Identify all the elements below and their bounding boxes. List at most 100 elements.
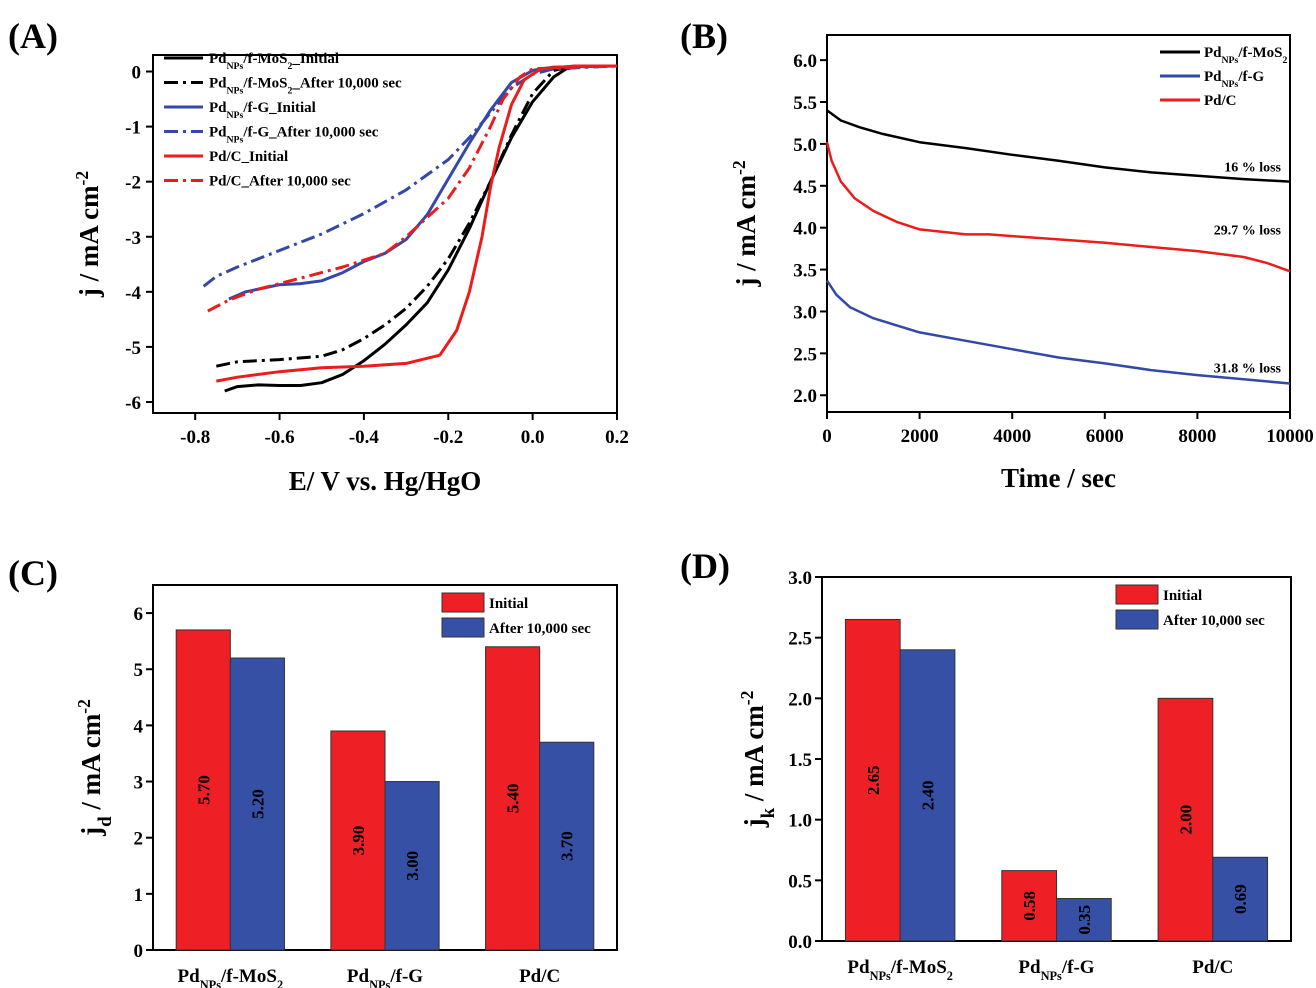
legend-label: PdNPs/f-MoS2_Initial bbox=[209, 51, 339, 72]
category-label: Pd/C bbox=[519, 966, 560, 987]
category-label: Pd/C bbox=[1192, 957, 1233, 978]
loss-annotation: 31.8 % loss bbox=[1214, 362, 1282, 377]
series-line-2 bbox=[825, 141, 1291, 273]
y-tick-label: 2.5 bbox=[793, 344, 817, 365]
bar-value-label: 3.00 bbox=[403, 851, 422, 881]
y-tick-label: -4 bbox=[125, 283, 141, 304]
y-tick-label: 2 bbox=[134, 829, 144, 850]
bar-value-label: 0.58 bbox=[1020, 891, 1039, 921]
x-tick-label: 10000 bbox=[1266, 426, 1314, 447]
panel-label: (D) bbox=[680, 546, 730, 586]
y-tick-label: 1.5 bbox=[788, 750, 812, 771]
series-line-1 bbox=[215, 64, 617, 368]
plot-frame bbox=[826, 34, 1291, 413]
y-tick-label: 5 bbox=[134, 660, 144, 681]
y-tick-label: 3.0 bbox=[788, 568, 812, 589]
y-tick-label: 3 bbox=[134, 773, 144, 794]
y-tick-label: 3.5 bbox=[793, 261, 817, 282]
panel-a: (A) -0.8 -0.6 -0.4 -0.2 0.0 0.2 0 -1 -2 -3 -4 -5 -6 E/… bbox=[8, 16, 629, 496]
x-axis-title: E/ V vs. Hg/HgO bbox=[289, 466, 482, 496]
bar-initial bbox=[1001, 870, 1057, 942]
bar-after bbox=[539, 741, 595, 951]
series-line-4 bbox=[216, 64, 617, 383]
y-tick-label: 2.5 bbox=[788, 629, 812, 650]
y-axis-title: j / mA cm-2 bbox=[72, 171, 104, 299]
y-tick-label: 0.0 bbox=[788, 932, 812, 953]
bar-value-label: 0.35 bbox=[1075, 905, 1094, 935]
bar-value-label: 0.69 bbox=[1231, 884, 1250, 914]
x-tick-label: -0.8 bbox=[180, 427, 210, 448]
bar-initial bbox=[1157, 697, 1214, 942]
x-tick-label: -0.6 bbox=[265, 427, 295, 448]
legend-swatch bbox=[441, 617, 485, 638]
x-tick-label: -0.4 bbox=[349, 427, 380, 448]
legend-label: PdNPs/f-MoS2 bbox=[1204, 45, 1287, 66]
y-tick-label: 4.0 bbox=[793, 219, 817, 240]
loss-annotation: 29.7 % loss bbox=[1214, 223, 1282, 238]
bar-initial bbox=[175, 629, 231, 951]
legend-swatch bbox=[1115, 584, 1159, 605]
panel-d: (D) 0.0 0.5 1.0 1.5 2.0 2.5 3.0 jk / mA cm-2 2.65… bbox=[680, 546, 1292, 983]
y-tick-label: 0.5 bbox=[788, 871, 812, 892]
bar-value-label: 5.70 bbox=[194, 775, 213, 805]
y-tick-label: -3 bbox=[125, 228, 141, 249]
y-tick-label: -2 bbox=[125, 173, 141, 194]
y-tick-label: -1 bbox=[125, 118, 141, 139]
panel-b: (B) 0 2000 4000 6000 8000 10000 2.0 2.5 3.0 3.5 4.0… bbox=[680, 16, 1314, 493]
y-tick-label: -6 bbox=[125, 393, 141, 414]
y-tick-label: 4.5 bbox=[793, 177, 817, 198]
y-axis-title: j / mA cm-2 bbox=[729, 160, 761, 288]
x-tick-label: 0.0 bbox=[521, 427, 545, 448]
series-line-0 bbox=[224, 64, 617, 393]
legend-swatch bbox=[1115, 609, 1159, 630]
legend-label: After 10,000 sec bbox=[489, 621, 591, 637]
legend-label: PdNPs/f-G_After 10,000 sec bbox=[209, 125, 379, 146]
bar-initial bbox=[485, 646, 541, 951]
y-tick-label: 5.5 bbox=[793, 93, 817, 114]
bar-value-label: 5.20 bbox=[248, 789, 267, 819]
bar-after bbox=[1056, 898, 1112, 942]
x-tick-label: 2000 bbox=[901, 426, 939, 447]
legend-label: Initial bbox=[489, 596, 528, 612]
legend-label: Initial bbox=[1163, 588, 1202, 604]
y-tick-label: 5.0 bbox=[793, 135, 817, 156]
y-tick-label: 6 bbox=[134, 604, 144, 625]
legend-label: After 10,000 sec bbox=[1163, 613, 1265, 629]
legend-label: PdNPs/f-G bbox=[1204, 69, 1264, 90]
x-tick-label: 0.2 bbox=[605, 427, 629, 448]
category-label: PdNPs/f-G bbox=[347, 966, 423, 988]
bar-after bbox=[899, 649, 956, 942]
panel-label-b: (B) bbox=[680, 16, 728, 56]
y-tick-label: 2.0 bbox=[788, 689, 812, 710]
bar-initial bbox=[330, 730, 386, 951]
y-axis-title: jd / mA cm-2 bbox=[74, 699, 116, 837]
x-axis-title: Time / sec bbox=[1001, 463, 1116, 493]
x-tick-label: 8000 bbox=[1178, 426, 1216, 447]
bar-initial bbox=[844, 618, 901, 942]
bar-value-label: 3.90 bbox=[349, 826, 368, 856]
panel-label-a: (A) bbox=[8, 16, 58, 56]
y-tick-label: 1 bbox=[134, 885, 144, 906]
legend-label: PdNPs/f-G_Initial bbox=[209, 100, 316, 121]
series-line-5 bbox=[207, 64, 618, 313]
y-tick-label: 4 bbox=[134, 716, 144, 737]
y-tick-label: 6.0 bbox=[793, 51, 817, 72]
y-tick-label: -5 bbox=[125, 338, 141, 359]
y-tick-label: 0 bbox=[132, 63, 142, 84]
category-label: PdNPs/f-MoS2 bbox=[178, 966, 284, 988]
panel-label: (C) bbox=[8, 553, 58, 593]
y-tick-label: 2.0 bbox=[793, 386, 817, 407]
loss-annotation: 16 % loss bbox=[1224, 161, 1281, 176]
bar-after bbox=[229, 657, 285, 951]
bar-value-label: 5.40 bbox=[504, 784, 523, 814]
y-tick-label: 1.0 bbox=[788, 811, 812, 832]
category-label: PdNPs/f-G bbox=[1018, 957, 1094, 983]
legend-swatch bbox=[441, 592, 485, 613]
legend-label: Pd/C bbox=[1204, 93, 1237, 109]
legend-label: Pd/C_After 10,000 sec bbox=[209, 174, 351, 190]
category-label: PdNPs/f-MoS2 bbox=[847, 957, 953, 983]
bar-after bbox=[384, 781, 440, 951]
bar-value-label: 3.70 bbox=[558, 831, 577, 861]
x-tick-label: 0 bbox=[822, 426, 832, 447]
